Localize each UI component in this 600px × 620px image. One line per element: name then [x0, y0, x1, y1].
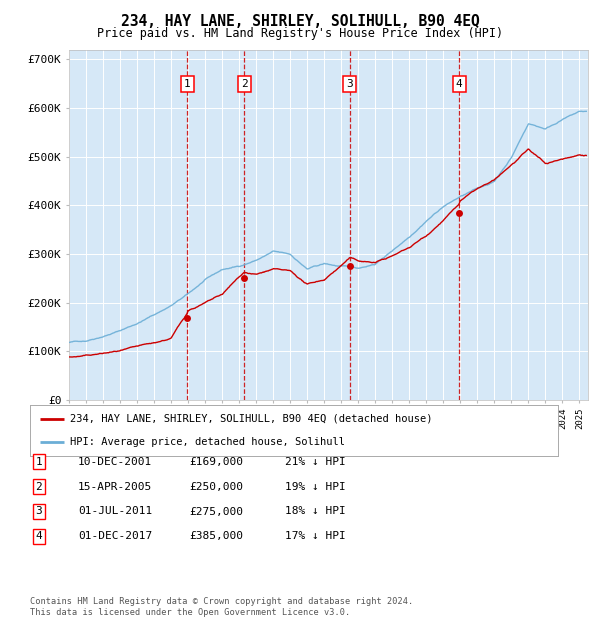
Text: 19% ↓ HPI: 19% ↓ HPI — [285, 482, 346, 492]
Text: 2: 2 — [35, 482, 43, 492]
Text: £169,000: £169,000 — [189, 457, 243, 467]
Text: 4: 4 — [455, 79, 463, 89]
Text: 3: 3 — [346, 79, 353, 89]
Text: HPI: Average price, detached house, Solihull: HPI: Average price, detached house, Soli… — [70, 437, 344, 447]
Text: 4: 4 — [35, 531, 43, 541]
Text: 21% ↓ HPI: 21% ↓ HPI — [285, 457, 346, 467]
Text: 10-DEC-2001: 10-DEC-2001 — [78, 457, 152, 467]
Text: Price paid vs. HM Land Registry's House Price Index (HPI): Price paid vs. HM Land Registry's House … — [97, 27, 503, 40]
Text: 01-DEC-2017: 01-DEC-2017 — [78, 531, 152, 541]
Text: 234, HAY LANE, SHIRLEY, SOLIHULL, B90 4EQ: 234, HAY LANE, SHIRLEY, SOLIHULL, B90 4E… — [121, 14, 479, 29]
Text: Contains HM Land Registry data © Crown copyright and database right 2024.
This d: Contains HM Land Registry data © Crown c… — [30, 598, 413, 617]
Text: 234, HAY LANE, SHIRLEY, SOLIHULL, B90 4EQ (detached house): 234, HAY LANE, SHIRLEY, SOLIHULL, B90 4E… — [70, 414, 432, 423]
Text: 3: 3 — [35, 507, 43, 516]
Text: 01-JUL-2011: 01-JUL-2011 — [78, 507, 152, 516]
Text: 15-APR-2005: 15-APR-2005 — [78, 482, 152, 492]
Text: £250,000: £250,000 — [189, 482, 243, 492]
Text: 1: 1 — [35, 457, 43, 467]
Text: £385,000: £385,000 — [189, 531, 243, 541]
Text: 17% ↓ HPI: 17% ↓ HPI — [285, 531, 346, 541]
Text: 2: 2 — [241, 79, 247, 89]
Text: 18% ↓ HPI: 18% ↓ HPI — [285, 507, 346, 516]
Text: 1: 1 — [184, 79, 190, 89]
Text: £275,000: £275,000 — [189, 507, 243, 516]
